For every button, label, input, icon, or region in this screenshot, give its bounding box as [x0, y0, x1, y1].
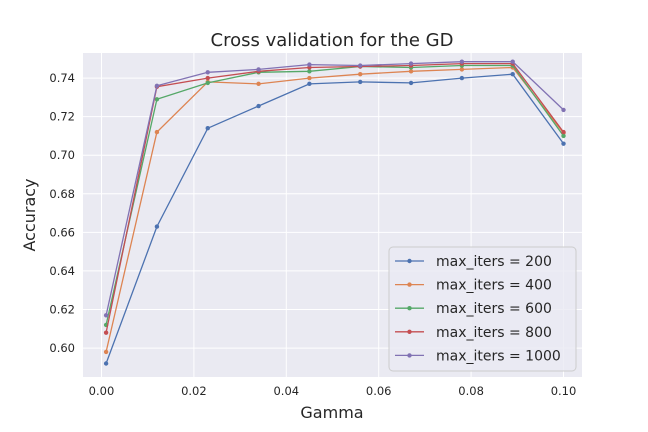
y-tick-label: 0.60	[49, 341, 75, 355]
legend-label: max_iters = 600	[436, 301, 552, 317]
data-point	[307, 69, 312, 74]
series-5	[103, 59, 566, 318]
data-point	[510, 72, 515, 77]
x-axis-label: Gamma	[300, 403, 363, 422]
x-tick-label: 0.10	[551, 384, 577, 398]
data-point	[154, 129, 160, 135]
data-point	[358, 79, 363, 85]
series-line	[105, 64, 565, 326]
data-point	[205, 126, 210, 131]
legend-marker	[407, 306, 412, 311]
data-point	[205, 80, 210, 86]
data-point	[103, 330, 109, 335]
chart-title: Cross validation for the GD	[211, 30, 454, 51]
y-tick-label: 0.72	[49, 110, 75, 124]
series-line	[105, 62, 565, 333]
legend-label: max_iters = 800	[436, 325, 552, 341]
legend-label: max_iters = 400	[436, 278, 552, 294]
data-point	[103, 349, 109, 355]
legend-entry: max_iters = 1000	[395, 348, 561, 364]
series-line	[105, 66, 565, 353]
y-tick-label: 0.74	[49, 71, 75, 85]
series-line	[105, 73, 565, 364]
legend-entry: max_iters = 400	[395, 278, 552, 294]
data-point	[103, 361, 109, 366]
data-point	[256, 81, 261, 87]
data-point	[408, 69, 414, 74]
legend-marker	[407, 258, 412, 264]
data-point	[408, 80, 414, 86]
data-point	[154, 224, 160, 229]
series-lines	[103, 59, 566, 366]
legend: max_iters = 200 max_iters = 400 max_iters …	[388, 246, 577, 372]
y-tick-label: 0.66	[49, 225, 75, 239]
series-2	[103, 65, 566, 355]
legend-label: max_iters = 1000	[436, 348, 561, 364]
data-point	[561, 107, 566, 113]
x-tick-label: 0.00	[89, 384, 115, 398]
data-point	[459, 67, 465, 72]
data-point	[459, 59, 465, 64]
data-point	[154, 97, 160, 102]
x-tick-label: 0.06	[366, 384, 392, 398]
legend-box	[388, 246, 577, 372]
data-point	[459, 75, 465, 81]
legend-marker	[407, 329, 412, 334]
data-point	[154, 83, 160, 88]
grid-lines	[83, 53, 582, 377]
data-point	[307, 75, 312, 81]
data-point	[256, 67, 261, 72]
legend-marker	[407, 282, 412, 287]
y-axis-label: Accuracy	[20, 178, 39, 251]
legend-entry: max_iters = 600	[395, 301, 552, 317]
data-point	[205, 70, 210, 75]
legend-marker	[407, 353, 412, 358]
data-point	[307, 81, 312, 87]
legend-entry: max_iters = 200	[395, 254, 552, 270]
data-point	[561, 129, 566, 135]
data-point	[561, 133, 566, 139]
y-tick-label: 0.64	[49, 264, 75, 278]
series-line	[105, 61, 564, 316]
y-tick-label: 0.68	[49, 187, 75, 201]
data-point	[561, 141, 566, 146]
data-point	[256, 103, 261, 109]
data-point	[307, 62, 312, 67]
x-tick-label: 0.02	[181, 384, 207, 398]
data-point	[358, 63, 363, 68]
series-1	[103, 72, 566, 366]
y-tick-labels: 0.60 0.62 0.64 0.66 0.68 0.70 0.72 0.74	[49, 71, 75, 355]
legend-label: max_iters = 200	[436, 254, 552, 270]
data-point	[103, 313, 109, 318]
x-tick-labels: 0.00 0.02 0.04 0.06 0.08 0.10	[89, 384, 577, 398]
data-point	[358, 72, 363, 77]
data-point	[408, 61, 414, 66]
x-tick-label: 0.08	[458, 384, 484, 398]
data-point	[205, 75, 210, 81]
y-tick-label: 0.62	[49, 303, 75, 317]
legend-entry: max_iters = 800	[395, 325, 552, 341]
y-tick-label: 0.70	[49, 148, 75, 162]
data-point	[510, 59, 515, 64]
x-tick-label: 0.04	[273, 384, 299, 398]
